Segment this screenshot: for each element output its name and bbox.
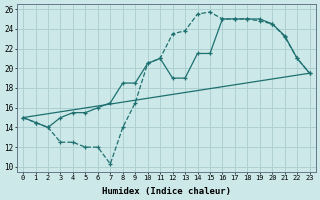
X-axis label: Humidex (Indice chaleur): Humidex (Indice chaleur)	[102, 187, 231, 196]
